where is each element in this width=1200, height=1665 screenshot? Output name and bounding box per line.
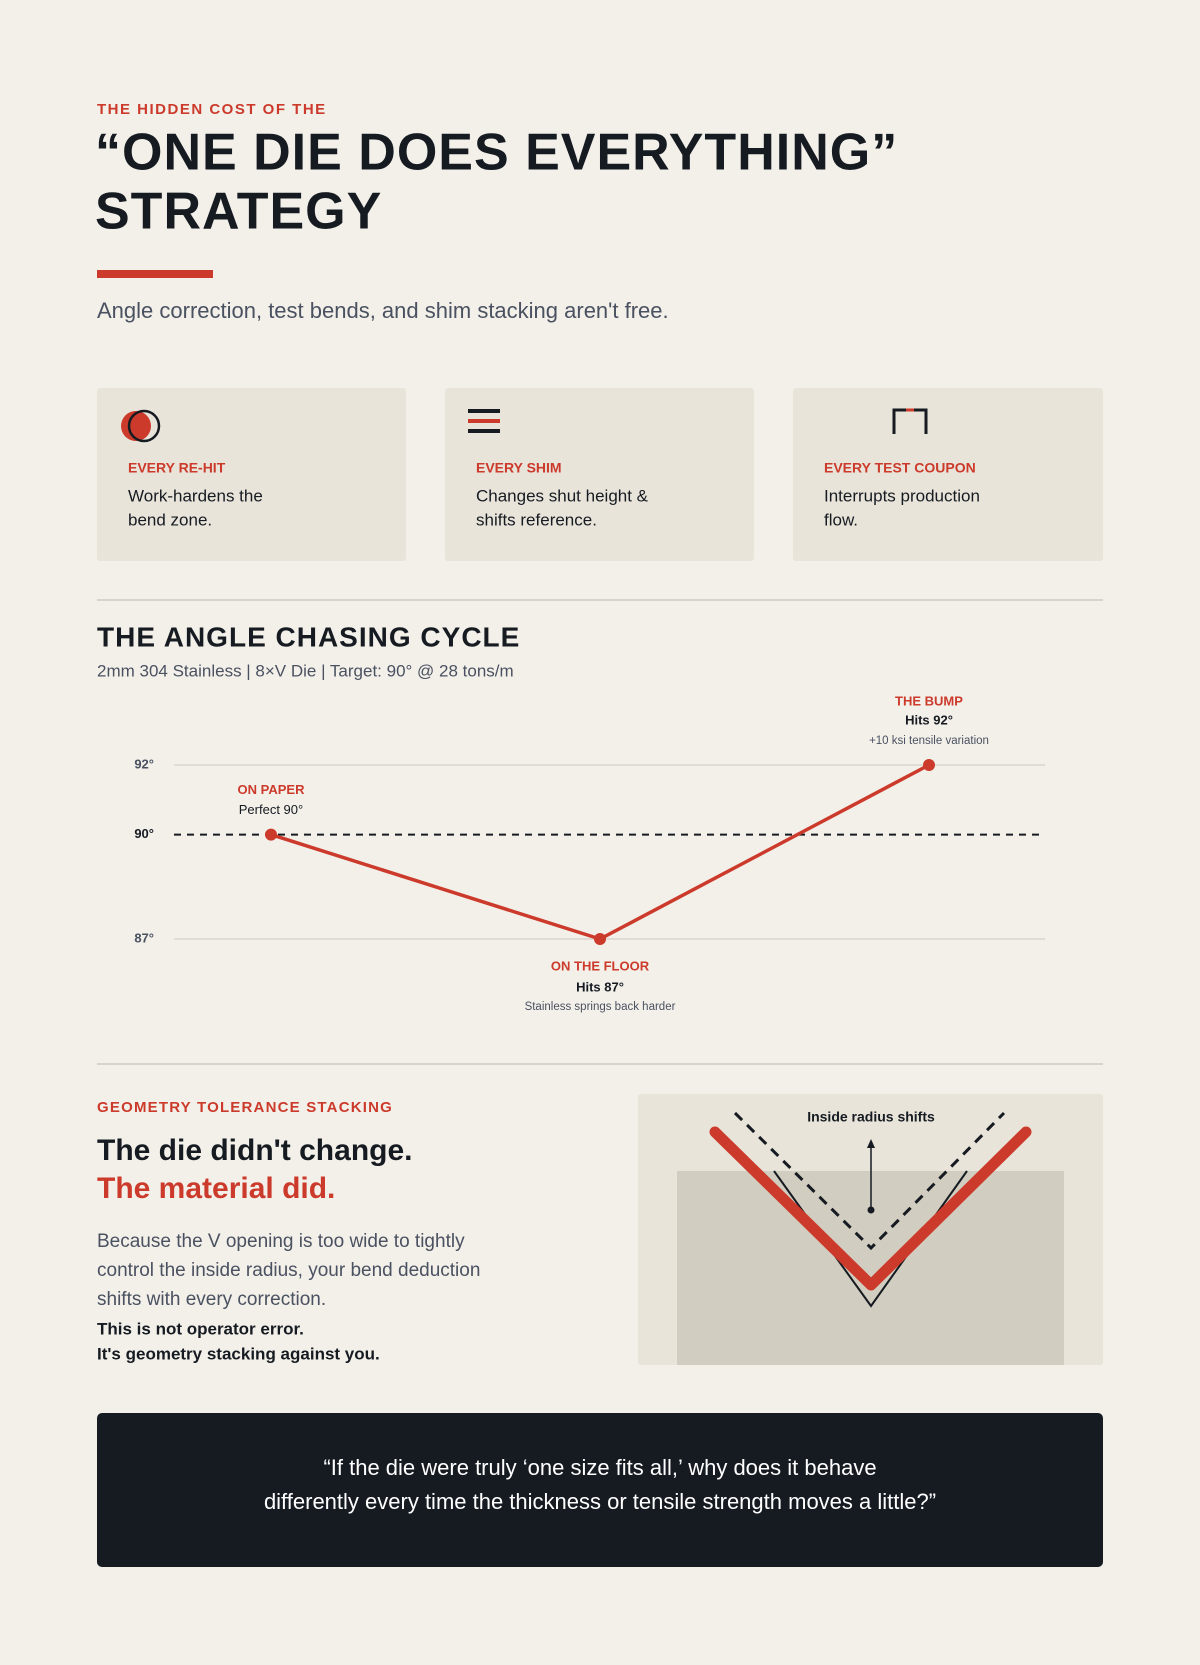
point-note: Stainless springs back harder [525, 1001, 676, 1013]
y-tick-label: 92° [134, 756, 154, 771]
headline: The die didn't change. [97, 1134, 412, 1167]
quote-box [97, 1413, 1103, 1567]
card: EVERY TEST COUPON Interrupts production … [793, 388, 1103, 561]
bent-sheet [709, 1126, 1032, 1291]
icon [127, 409, 161, 443]
chart-title: THE ANGLE CHASING CYCLE [97, 621, 520, 652]
title-line: “ONE DIE DOES EVERYTHING” [95, 124, 898, 182]
card-label: EVERY SHIM [476, 460, 562, 476]
card-text: flow. [824, 510, 858, 529]
card-label: EVERY RE-HIT [128, 460, 226, 476]
target-profile [733, 1111, 1006, 1251]
card-bg [97, 388, 406, 561]
card-text: shifts reference. [476, 510, 597, 529]
value-label: Hits 87° [576, 979, 624, 994]
card: EVERY RE-HIT Work-hardens the bend zone. [97, 388, 406, 561]
quote-line: “If the die were truly ‘one size fits al… [323, 1455, 876, 1480]
point [265, 828, 277, 841]
value-label: Hits 92° [905, 712, 953, 727]
point-category: THE BUMP [895, 693, 963, 708]
chart: 87° 90° 92° ON PAPER Perfect 90° ON THE FLOOR… [134, 693, 1045, 1013]
icon [906, 408, 914, 412]
card-text: bend zone. [128, 510, 212, 529]
quote-line: differently every time the thickness or … [264, 1489, 936, 1514]
card-bg [793, 388, 1103, 561]
paragraph-line: shifts with every correction. [97, 1289, 326, 1310]
eyebrow: THE HIDDEN COST OF THE [97, 101, 327, 118]
eyebrow: GEOMETRY TOLERANCE STACKING [97, 1099, 393, 1116]
point [923, 759, 935, 771]
icon [121, 411, 151, 441]
diagram-label: Inside radius shifts [807, 1109, 935, 1125]
point-category: ON PAPER [238, 782, 306, 797]
card: EVERY SHIM Changes shut height & shifts … [445, 388, 754, 561]
arrow-head [867, 1139, 875, 1148]
emphasis-line: This is not operator error. [97, 1319, 304, 1338]
subtitle: Angle correction, test bends, and shim s… [97, 298, 669, 323]
die-diagram: Inside radius shifts [638, 1094, 1103, 1365]
accent-bar [97, 270, 213, 278]
point-note: +10 ksi tensile variation [869, 735, 989, 747]
card-label: EVERY TEST COUPON [824, 460, 976, 476]
card-text: Work-hardens the [128, 486, 263, 505]
y-tick-label: 90° [134, 826, 154, 841]
paragraph-line: Because the V opening is too wide to tig… [97, 1231, 465, 1252]
icon [468, 429, 500, 433]
icon [468, 419, 500, 423]
point-category: ON THE FLOOR [551, 958, 650, 973]
chart-subtitle: 2mm 304 Stainless | 8×V Die | Target: 90… [97, 661, 514, 680]
card-text: Changes shut height & [476, 486, 649, 505]
arrow-base [867, 1206, 875, 1214]
title-line: STRATEGY [95, 183, 382, 241]
card-text: Interrupts production [824, 486, 980, 505]
headline-accent: The material did. [97, 1172, 335, 1205]
value-label: Perfect 90° [239, 802, 303, 817]
paragraph-line: control the inside radius, your bend ded… [97, 1260, 480, 1281]
emphasis-line: It's geometry stacking against you. [97, 1344, 380, 1363]
y-tick-label: 87° [134, 930, 154, 945]
point [594, 933, 606, 945]
card-bg [445, 388, 754, 561]
icon [468, 409, 500, 413]
